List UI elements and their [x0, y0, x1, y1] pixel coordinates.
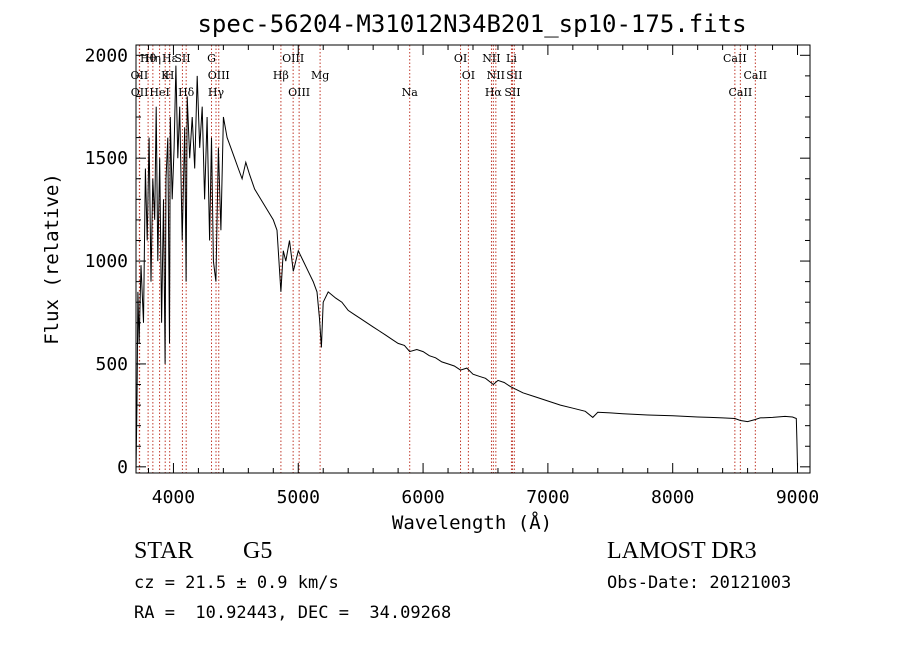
- survey-name: LAMOST DR3: [607, 538, 757, 564]
- line-label: OIII: [288, 86, 310, 99]
- line-label: Na: [402, 86, 419, 99]
- line-label: H: [165, 69, 175, 82]
- x-tick-label: 5000: [277, 487, 320, 508]
- x-tick-label: 4000: [152, 487, 195, 508]
- redshift-velocity: cz = 21.5 ± 0.9 km/s: [134, 573, 339, 593]
- line-label: K: [161, 69, 170, 82]
- plot-title: spec-56204-M31012N34B201_sp10-175.fits: [197, 10, 746, 38]
- emission-line-labels: HθOIIOIIHηKHeIHεHHδSIIOIIIHγGHβOIIIOIIIM…: [131, 52, 768, 99]
- y-tick-label: 1000: [85, 251, 128, 272]
- line-label: NII: [487, 69, 505, 82]
- line-label: OI: [454, 52, 467, 65]
- line-label: OII: [131, 86, 149, 99]
- line-label: CaII: [723, 52, 747, 65]
- y-tick-label: 1500: [85, 148, 128, 169]
- line-label: CaII: [729, 86, 753, 99]
- y-axis-label: Flux (relative): [41, 173, 63, 345]
- x-tick-label: 9000: [776, 487, 819, 508]
- line-label: Hα: [485, 86, 503, 99]
- line-label: Mg: [311, 69, 329, 82]
- x-axis-label: Wavelength (Å): [392, 511, 552, 534]
- line-label: OIII: [208, 69, 230, 82]
- line-label: SII: [504, 86, 520, 99]
- line-label: Li: [506, 52, 517, 65]
- observation-date: Obs-Date: 20121003: [607, 573, 792, 593]
- y-axis-ticks: 0 500 1000 1500 2000: [85, 45, 810, 478]
- line-label: SII: [174, 52, 190, 65]
- line-label: Hε: [162, 52, 178, 65]
- line-label: NII: [482, 52, 500, 65]
- object-class: STAR: [134, 538, 194, 564]
- line-label: Hη: [145, 52, 161, 65]
- line-label: SII: [506, 69, 522, 82]
- line-label: Hβ: [273, 69, 289, 82]
- line-label: OI: [462, 69, 475, 82]
- line-label: CaII: [743, 69, 767, 82]
- line-label: G: [207, 52, 216, 65]
- y-tick-label: 2000: [85, 45, 128, 66]
- object-subclass: G5: [243, 538, 273, 564]
- y-tick-label: 0: [117, 457, 128, 478]
- flux-series-line: [135, 65, 798, 474]
- coordinates: RA = 10.92443, DEC = 34.09268: [134, 603, 452, 623]
- x-axis-ticks: 4000 5000 6000 7000 8000 9000: [147, 45, 819, 508]
- x-tick-label: 6000: [401, 487, 444, 508]
- plot-frame: [135, 44, 811, 474]
- x-tick-label: 7000: [526, 487, 569, 508]
- x-tick-label: 8000: [651, 487, 694, 508]
- line-label: HeI: [149, 86, 169, 99]
- y-tick-label: 500: [95, 354, 128, 375]
- emission-line-markers: [138, 45, 756, 473]
- line-label: OIII: [282, 52, 304, 65]
- line-label: Hγ: [208, 86, 225, 99]
- line-label: Hδ: [178, 86, 195, 99]
